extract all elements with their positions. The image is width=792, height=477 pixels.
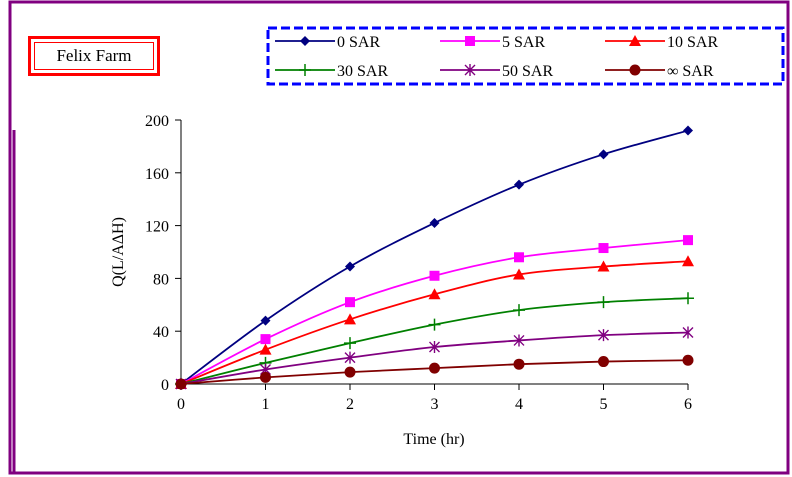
legend-label: 0 SAR — [337, 34, 380, 51]
data-point — [345, 297, 355, 308]
y-tick-label: 80 — [153, 271, 169, 288]
data-point — [428, 318, 441, 331]
data-point — [513, 358, 525, 370]
chart-title-box: Felix Farm — [28, 36, 160, 76]
series-4 — [175, 292, 694, 390]
legend-marker — [465, 36, 475, 46]
legend-marker — [300, 36, 310, 46]
legend-label: 30 SAR — [337, 63, 388, 80]
legend-marker — [299, 64, 311, 76]
data-point — [598, 356, 609, 368]
legend-item: 30 SAR — [275, 63, 388, 80]
data-point — [344, 313, 356, 325]
x-tick-label: 4 — [515, 396, 523, 413]
y-tick-label: 0 — [161, 377, 169, 394]
data-point — [598, 243, 609, 254]
data-point — [259, 343, 272, 355]
legend-marker — [629, 64, 641, 76]
data-point — [682, 255, 694, 267]
x-tick-label: 2 — [346, 396, 354, 413]
data-point — [682, 354, 694, 366]
data-point — [513, 268, 525, 280]
data-point — [260, 371, 271, 383]
legend-label: ∞ SAR — [667, 63, 714, 80]
data-point — [598, 329, 609, 342]
x-tick-label: 3 — [431, 396, 439, 413]
data-point — [513, 304, 525, 317]
legend-item: 0 SAR — [275, 34, 380, 51]
data-point — [513, 334, 525, 347]
x-tick-label: 0 — [177, 396, 185, 413]
y-tick-label: 120 — [145, 219, 169, 236]
legend-label: 50 SAR — [502, 63, 553, 80]
data-point — [428, 288, 441, 300]
series-6 — [175, 354, 694, 390]
data-point — [345, 261, 355, 272]
series-3 — [175, 255, 694, 389]
legend-item: 50 SAR — [440, 63, 553, 80]
data-point — [514, 252, 524, 263]
data-point — [682, 326, 694, 339]
data-point — [175, 378, 187, 390]
data-point — [260, 334, 271, 345]
series-line — [180, 239, 689, 385]
legend-item: 5 SAR — [440, 34, 545, 51]
ticks: 0 1 2 3 4 5 6 0 40 80 120 160 200 — [145, 113, 692, 413]
y-tick-label: 40 — [153, 324, 169, 341]
legend: 0 SAR 5 SAR 10 SAR 30 SAR 50 SAR ∞ SAR — [275, 34, 718, 80]
legend-marker — [464, 64, 476, 76]
data-point — [514, 179, 524, 190]
data-point — [429, 217, 440, 228]
x-tick-label: 5 — [600, 396, 608, 413]
data-point — [683, 235, 693, 246]
legend-box — [266, 26, 785, 86]
chart-title: Felix Farm — [56, 46, 132, 65]
legend-item: ∞ SAR — [605, 63, 714, 80]
x-tick-label: 1 — [262, 396, 270, 413]
legend-label: 5 SAR — [502, 34, 545, 51]
data-point — [429, 341, 440, 354]
data-point — [260, 315, 271, 326]
data-point — [429, 270, 440, 281]
y-axis-label: Q(L/AΔH) — [110, 217, 127, 287]
data-point — [598, 149, 609, 160]
series-5 — [175, 326, 694, 390]
data-point — [344, 337, 356, 350]
series-layer — [175, 125, 694, 390]
data-point — [683, 125, 693, 136]
y-tick-label: 160 — [145, 166, 169, 183]
data-point — [429, 362, 440, 374]
data-point — [597, 260, 610, 272]
data-point — [344, 351, 356, 364]
data-point — [344, 366, 356, 378]
series-1 — [176, 125, 693, 389]
y-tick-label: 200 — [145, 113, 169, 130]
legend-item: 10 SAR — [605, 34, 718, 51]
legend-marker — [629, 35, 641, 46]
series-line — [180, 331, 689, 385]
x-tick-label: 6 — [684, 396, 692, 413]
x-axis-label: Time (hr) — [403, 431, 464, 448]
legend-label: 10 SAR — [667, 34, 718, 51]
data-point — [682, 292, 694, 305]
data-point — [597, 296, 610, 309]
